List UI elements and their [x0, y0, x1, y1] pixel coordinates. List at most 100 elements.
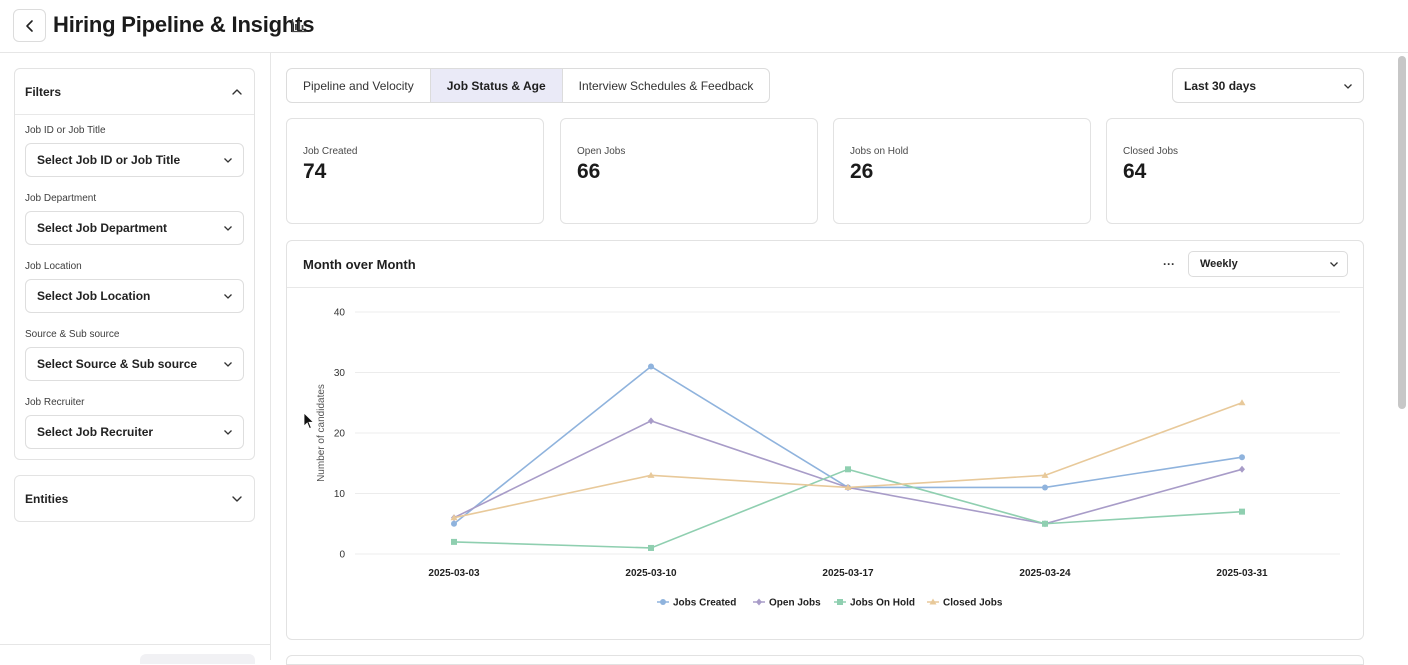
filter-label: Job Department — [25, 193, 97, 204]
x-tick-label: 2025-03-10 — [625, 568, 677, 579]
filter-job-recruiter: Job Recruiter Select Job Recruiter — [25, 397, 245, 449]
series-line-jobs-on-hold — [453, 468, 1243, 549]
period-value: Weekly — [1200, 258, 1238, 270]
more-options-button[interactable]: ··· — [1159, 254, 1179, 274]
legend-label-jobs-created: Jobs Created — [673, 598, 736, 609]
filter-label: Source & Sub source — [25, 329, 120, 340]
kpi-card-closed-jobs: Closed Jobs 64 — [1106, 118, 1364, 224]
entities-panel[interactable]: Entities — [14, 475, 255, 522]
kpi-label: Job Created — [303, 146, 358, 157]
back-button[interactable] — [13, 9, 46, 42]
y-tick-label: 10 — [334, 489, 346, 500]
filter-label: Job ID or Job Title — [25, 125, 106, 136]
select-placeholder: Select Job ID or Job Title — [37, 153, 181, 167]
legend-marker-jobs-created — [660, 599, 666, 605]
entities-title: Entities — [25, 491, 69, 506]
select-placeholder: Select Source & Sub source — [37, 357, 198, 371]
filter-job-department: Job Department Select Job Department — [25, 193, 245, 245]
tab-interview-schedules[interactable]: Interview Schedules & Feedback — [578, 78, 754, 93]
kpi-value: 74 — [303, 160, 327, 183]
period-select[interactable]: Weekly — [1188, 251, 1348, 277]
kpi-value: 66 — [577, 160, 601, 183]
select-placeholder: Select Job Location — [37, 289, 151, 303]
bar-chart-icon — [291, 19, 306, 33]
month-over-month-card: Month over Month ··· Weekly 0 10 20 30 40 Num… — [286, 240, 1364, 640]
y-tick-label: 0 — [339, 550, 345, 561]
tab-job-status-age[interactable]: Job Status & Age — [430, 69, 563, 102]
data-point-open-jobs — [1239, 465, 1245, 473]
kpi-label: Closed Jobs — [1123, 146, 1179, 157]
data-point-closed-jobs — [647, 471, 655, 478]
job-department-select[interactable]: Select Job Department — [25, 211, 244, 245]
series-line-open-jobs — [453, 420, 1243, 525]
kpi-card-jobs-on-hold: Jobs on Hold 26 — [833, 118, 1091, 224]
kpi-card-open-jobs: Open Jobs 66 — [560, 118, 818, 224]
series-line-jobs-created — [453, 365, 1243, 525]
chevron-down-icon[interactable] — [231, 493, 243, 505]
chevron-down-icon — [224, 158, 232, 163]
chevron-down-icon — [224, 430, 232, 435]
job-location-select[interactable]: Select Job Location — [25, 279, 244, 313]
data-point-jobs-created — [1042, 484, 1048, 491]
chevron-down-icon — [1344, 83, 1352, 89]
filters-title: Filters — [25, 84, 62, 99]
chevron-up-icon[interactable] — [231, 86, 243, 98]
y-tick-label: 30 — [334, 368, 346, 379]
filters-panel: Filters Job ID or Job Title Select Job I… — [14, 68, 255, 460]
kpi-label: Jobs on Hold — [850, 146, 909, 157]
kpi-value: 26 — [850, 160, 874, 183]
filters-sidebar: Filters Job ID or Job Title Select Job I… — [0, 53, 271, 664]
kpi-card-jobs-created: Job Created 74 — [286, 118, 544, 224]
data-point-jobs-on-hold — [845, 466, 851, 473]
chevron-left-icon — [25, 19, 33, 32]
filter-job-location: Job Location Select Job Location — [25, 261, 245, 313]
data-point-jobs-on-hold — [1042, 520, 1048, 527]
job-recruiter-select[interactable]: Select Job Recruiter — [25, 415, 244, 449]
y-axis-label: Number of candidates — [316, 384, 327, 482]
kpi-label: Open Jobs — [577, 146, 626, 157]
filter-label: Job Recruiter — [25, 397, 85, 408]
tab-pipeline-velocity[interactable]: Pipeline and Velocity — [287, 69, 431, 102]
chevron-down-icon — [224, 226, 232, 231]
filter-source: Source & Sub source Select Source & Sub … — [25, 329, 245, 381]
mouse-cursor-icon — [303, 412, 315, 430]
line-chart: 0 10 20 30 40 Number of candidates 2025-03-03 2… — [316, 308, 1340, 609]
legend-marker-open-jobs — [756, 598, 762, 606]
page-title: Hiring Pipeline & Insights — [53, 12, 315, 37]
legend-label-jobs-on-hold: Jobs On Hold — [850, 598, 915, 609]
x-tick-label: 2025-03-03 — [428, 568, 480, 579]
legend-marker-jobs-on-hold — [837, 599, 843, 605]
select-placeholder: Select Job Recruiter — [37, 425, 154, 439]
legend-label-open-jobs: Open Jobs — [769, 598, 821, 609]
ellipsis-icon: ··· — [1163, 257, 1175, 271]
legend-marker-closed-jobs — [929, 598, 937, 605]
data-point-closed-jobs — [1041, 471, 1049, 478]
source-select[interactable]: Select Source & Sub source — [25, 347, 244, 381]
data-point-closed-jobs — [450, 514, 458, 521]
scrollbar-thumb[interactable] — [1398, 56, 1406, 409]
data-point-closed-jobs — [844, 483, 852, 490]
y-tick-label: 20 — [334, 429, 346, 440]
data-point-jobs-on-hold — [1239, 508, 1245, 515]
report-tabs: Pipeline and Velocity Job Status & Age I… — [286, 68, 771, 103]
filter-job-id: Job ID or Job Title Select Job ID or Job… — [25, 125, 245, 177]
date-range-select[interactable]: Last 30 days — [1172, 68, 1364, 103]
data-point-jobs-created — [648, 363, 654, 370]
next-card — [286, 655, 1364, 665]
chart-title: Month over Month — [303, 257, 416, 272]
job-id-select[interactable]: Select Job ID or Job Title — [25, 143, 244, 177]
filter-label: Job Location — [25, 261, 82, 272]
legend-label-closed-jobs: Closed Jobs — [943, 598, 1003, 609]
x-tick-label: 2025-03-17 — [822, 568, 874, 579]
chart-header: Month over Month ··· Weekly — [287, 241, 1363, 288]
date-range-value: Last 30 days — [1184, 78, 1257, 93]
filters-header[interactable]: Filters — [15, 69, 254, 115]
sidebar-footer-button[interactable] — [140, 654, 255, 664]
x-tick-label: 2025-03-31 — [1216, 568, 1268, 579]
data-point-open-jobs — [648, 417, 654, 425]
sidebar-footer-divider — [0, 644, 271, 645]
data-point-jobs-on-hold — [451, 538, 457, 545]
y-tick-label: 40 — [334, 308, 346, 319]
chevron-down-icon — [224, 294, 232, 299]
data-point-jobs-on-hold — [648, 544, 654, 551]
